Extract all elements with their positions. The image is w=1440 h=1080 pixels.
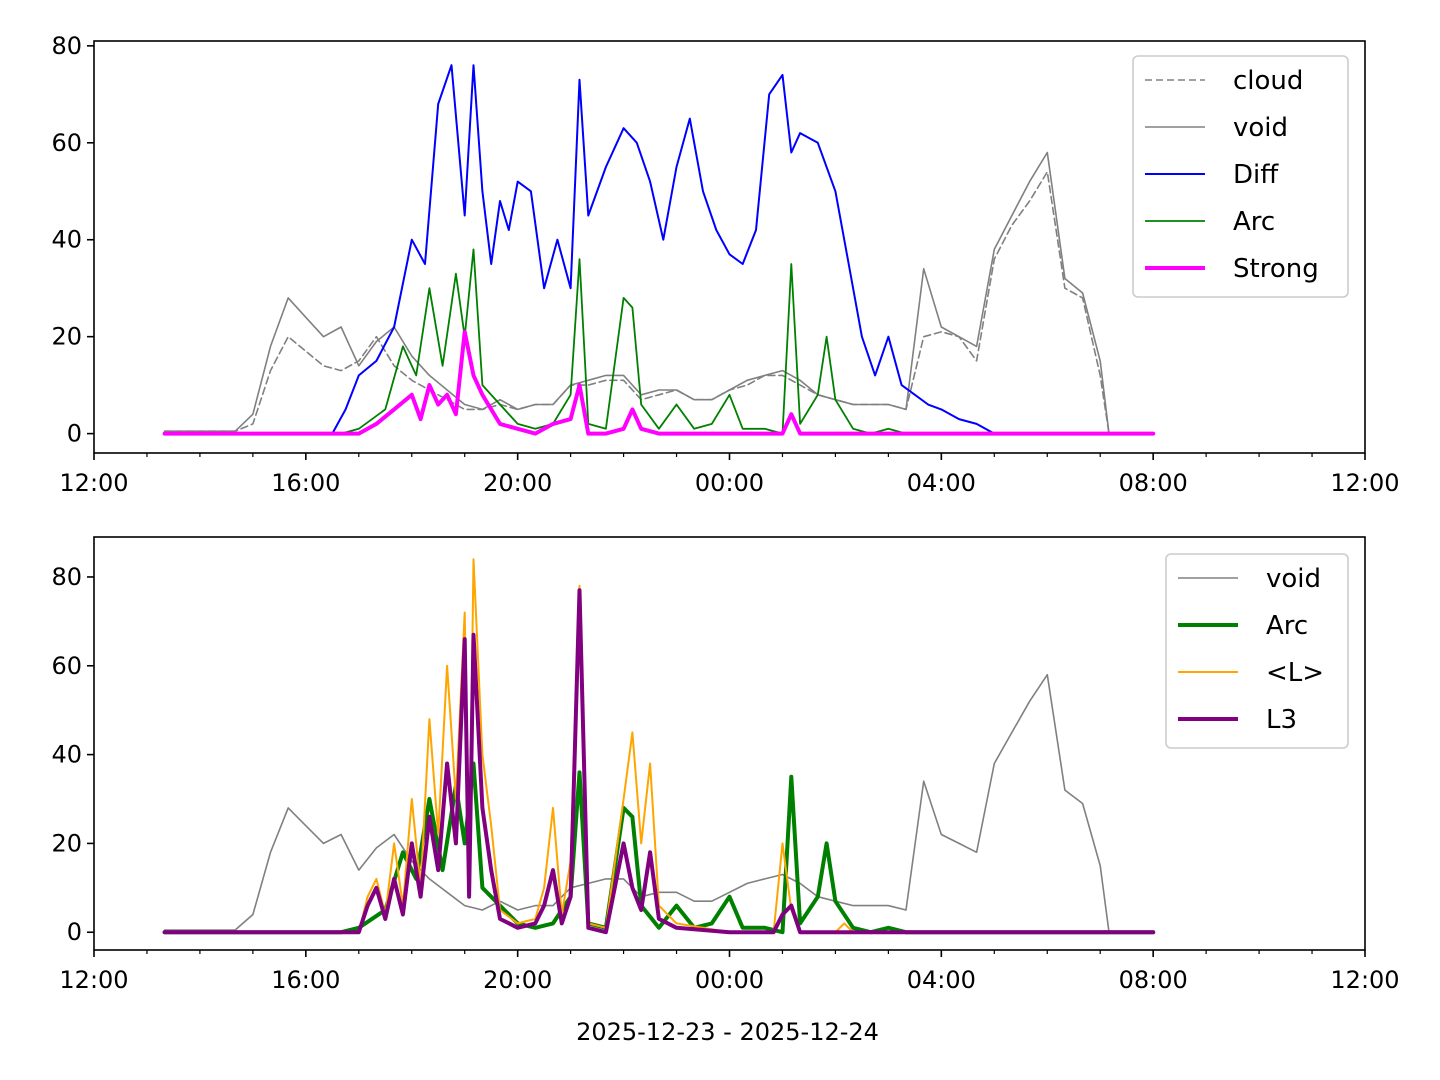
top-y-axis: 0 20 40 60 80: [51, 32, 94, 448]
y-tick-label: 0: [67, 918, 82, 946]
legend-label: Diff: [1233, 160, 1279, 190]
legend-label: <L>: [1266, 658, 1324, 688]
top-subplot: 0 20 40 60 80 12:00 16:00 20:00 00:00 04:00 08:00…: [51, 32, 1399, 497]
legend-label: Strong: [1233, 254, 1319, 284]
series-line-arc: [163, 248, 1155, 435]
x-tick-label: 08:00: [1119, 469, 1188, 497]
y-tick-label: 0: [67, 420, 82, 448]
y-tick-label: 80: [51, 563, 82, 591]
x-tick-label: 00:00: [695, 966, 764, 994]
legend-label: Arc: [1233, 207, 1275, 237]
x-tick-label: 12:00: [1330, 966, 1399, 994]
bottom-x-axis: 12:00 16:00 20:00 00:00 04:00 08:00 12:00: [59, 950, 1400, 994]
x-tick-label: 20:00: [483, 966, 552, 994]
x-tick-label: 08:00: [1119, 966, 1188, 994]
series-line-void: [163, 673, 1154, 934]
y-tick-label: 40: [51, 741, 82, 769]
top-series-group: [162, 64, 1156, 436]
x-tick-label: 16:00: [271, 966, 340, 994]
legend-label: void: [1266, 564, 1321, 594]
legend-label: cloud: [1233, 66, 1303, 96]
legend-label: Arc: [1266, 611, 1308, 641]
x-tick-label: 20:00: [483, 469, 552, 497]
x-tick-label: 12:00: [1330, 469, 1399, 497]
y-tick-label: 40: [51, 226, 82, 254]
y-tick-label: 20: [51, 323, 82, 351]
bottom-subplot: 0 20 40 60 80 12:00 16:00 20:00 00:00 04:00 08:00…: [51, 536, 1400, 1046]
y-tick-label: 60: [51, 652, 82, 680]
legend-label: void: [1233, 113, 1288, 143]
series-line-void: [163, 151, 1154, 435]
x-tick-label: 12:00: [59, 469, 128, 497]
legend-label: L3: [1266, 705, 1297, 735]
bottom-x-axis-label: 2025-12-23 - 2025-12-24: [576, 1018, 879, 1046]
bottom-legend: void Arc <L> L3: [1165, 553, 1349, 749]
x-tick-label: 04:00: [907, 966, 976, 994]
y-tick-label: 20: [51, 829, 82, 857]
series-line-strong: [162, 329, 1156, 436]
legend-box: [1132, 55, 1349, 298]
top-x-axis: 12:00 16:00 20:00 00:00 04:00 08:00 12:00: [59, 453, 1400, 497]
x-tick-label: 04:00: [907, 469, 976, 497]
y-tick-label: 80: [51, 32, 82, 60]
top-legend: cloud void Diff Arc Strong: [1132, 55, 1349, 298]
series-line-diff: [163, 64, 1155, 435]
y-tick-label: 60: [51, 129, 82, 157]
series-line-l3: [162, 588, 1156, 935]
bottom-y-axis: 0 20 40 60 80: [51, 563, 94, 946]
legend-box: [1165, 553, 1349, 749]
x-tick-label: 00:00: [695, 469, 764, 497]
x-tick-label: 12:00: [59, 966, 128, 994]
bottom-series-group: [162, 558, 1156, 935]
x-tick-label: 16:00: [271, 469, 340, 497]
